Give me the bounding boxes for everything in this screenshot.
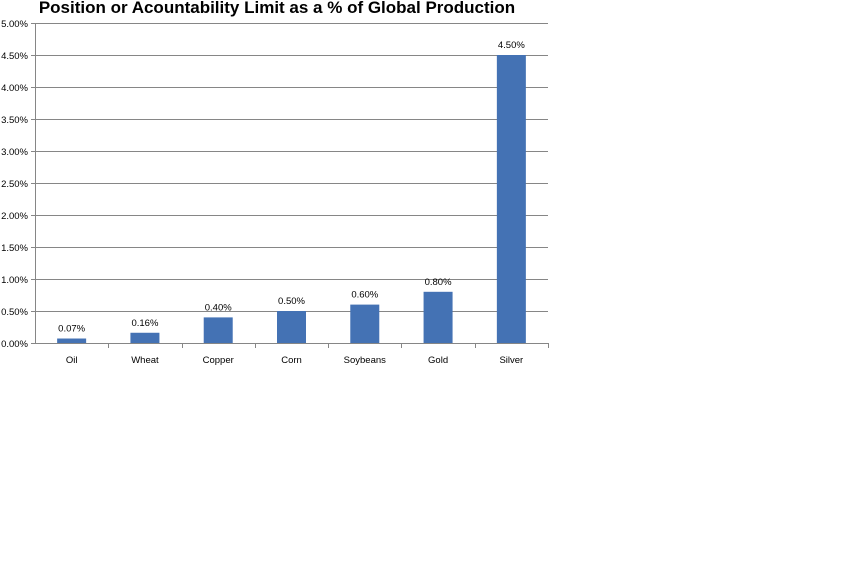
y-tick-label: 1.00% <box>1 275 28 286</box>
y-tick-label: 0.00% <box>1 339 28 350</box>
y-tick-label: 0.50% <box>1 307 28 318</box>
x-tick-label: Corn <box>281 355 302 366</box>
x-tick-label: Soybeans <box>344 355 387 366</box>
bar-soybeans <box>350 304 380 343</box>
axes <box>31 23 549 348</box>
bar-gold <box>423 291 453 343</box>
data-label: 0.50% <box>278 296 305 307</box>
data-label: 0.60% <box>351 290 378 301</box>
x-tick-label: Copper <box>203 355 234 366</box>
bar-corn <box>277 311 306 343</box>
gridlines <box>35 23 548 312</box>
bar-wheat <box>130 332 160 343</box>
y-tick-label: 3.00% <box>1 147 28 158</box>
y-tick-label: 4.50% <box>1 51 28 62</box>
data-label: 0.16% <box>131 318 158 329</box>
bar-oil <box>57 338 87 343</box>
y-tick-label: 1.50% <box>1 243 28 254</box>
x-axis-tick-labels: Oil Wheat Copper Corn Soybeans Gold Silver <box>66 355 523 366</box>
y-tick-label: 2.00% <box>1 211 28 222</box>
bar-silver <box>496 55 526 343</box>
x-tick-label: Gold <box>428 355 448 366</box>
x-tick-label: Wheat <box>131 355 159 366</box>
data-label: 0.07% <box>58 324 85 335</box>
y-tick-label: 3.50% <box>1 115 28 126</box>
x-tick-label: Oil <box>66 355 78 366</box>
bars <box>57 55 526 343</box>
y-tick-label: 2.50% <box>1 179 28 190</box>
y-tick-label: 5.00% <box>1 19 28 30</box>
data-label: 0.80% <box>425 277 452 288</box>
chart-title: Position or Acountability Limit as a % o… <box>39 0 515 17</box>
x-tick-label: Silver <box>499 355 523 366</box>
bar-copper <box>203 317 233 343</box>
data-label: 4.50% <box>498 40 525 51</box>
data-label: 0.40% <box>205 302 232 313</box>
y-tick-label: 4.00% <box>1 83 28 94</box>
y-axis-tick-labels: 0.00% 0.50% 1.00% 1.50% 2.00% 2.50% 3.00% 3.50%… <box>1 19 28 350</box>
data-labels: 0.07% 0.16% 0.40% 0.50% 0.60% 0.80% 4.50% <box>58 40 525 335</box>
